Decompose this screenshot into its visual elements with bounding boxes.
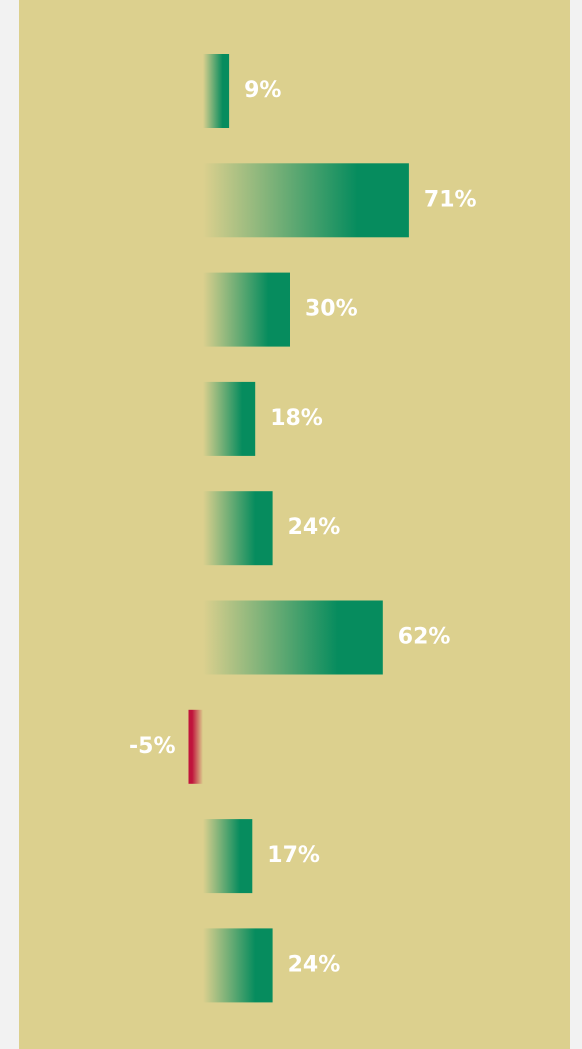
- bar-negative: [188, 709, 203, 784]
- bar-positive: [203, 600, 383, 675]
- bar-positive: [203, 928, 273, 1003]
- bar-value-label: 71%: [424, 187, 477, 212]
- bar-value-label: 9%: [244, 78, 281, 103]
- bar-positive: [203, 491, 273, 566]
- bar-positive: [203, 381, 256, 456]
- bar-positive: [203, 819, 253, 894]
- bar-value-label: 62%: [398, 625, 451, 650]
- bar-value-label: -5%: [129, 734, 175, 759]
- bar-positive: [203, 163, 409, 238]
- bar-value-label: 17%: [267, 843, 320, 868]
- bars-group: 9% 71% 30% 18% 24% 62% -5% 17% 24%: [129, 54, 477, 1003]
- bar-positive: [203, 272, 290, 347]
- bar-value-label: 30%: [305, 297, 358, 322]
- bar-value-label: 18%: [270, 406, 323, 431]
- bar-value-label: 24%: [288, 952, 341, 977]
- bar-positive: [203, 54, 230, 128]
- bar-value-label: 24%: [288, 515, 341, 540]
